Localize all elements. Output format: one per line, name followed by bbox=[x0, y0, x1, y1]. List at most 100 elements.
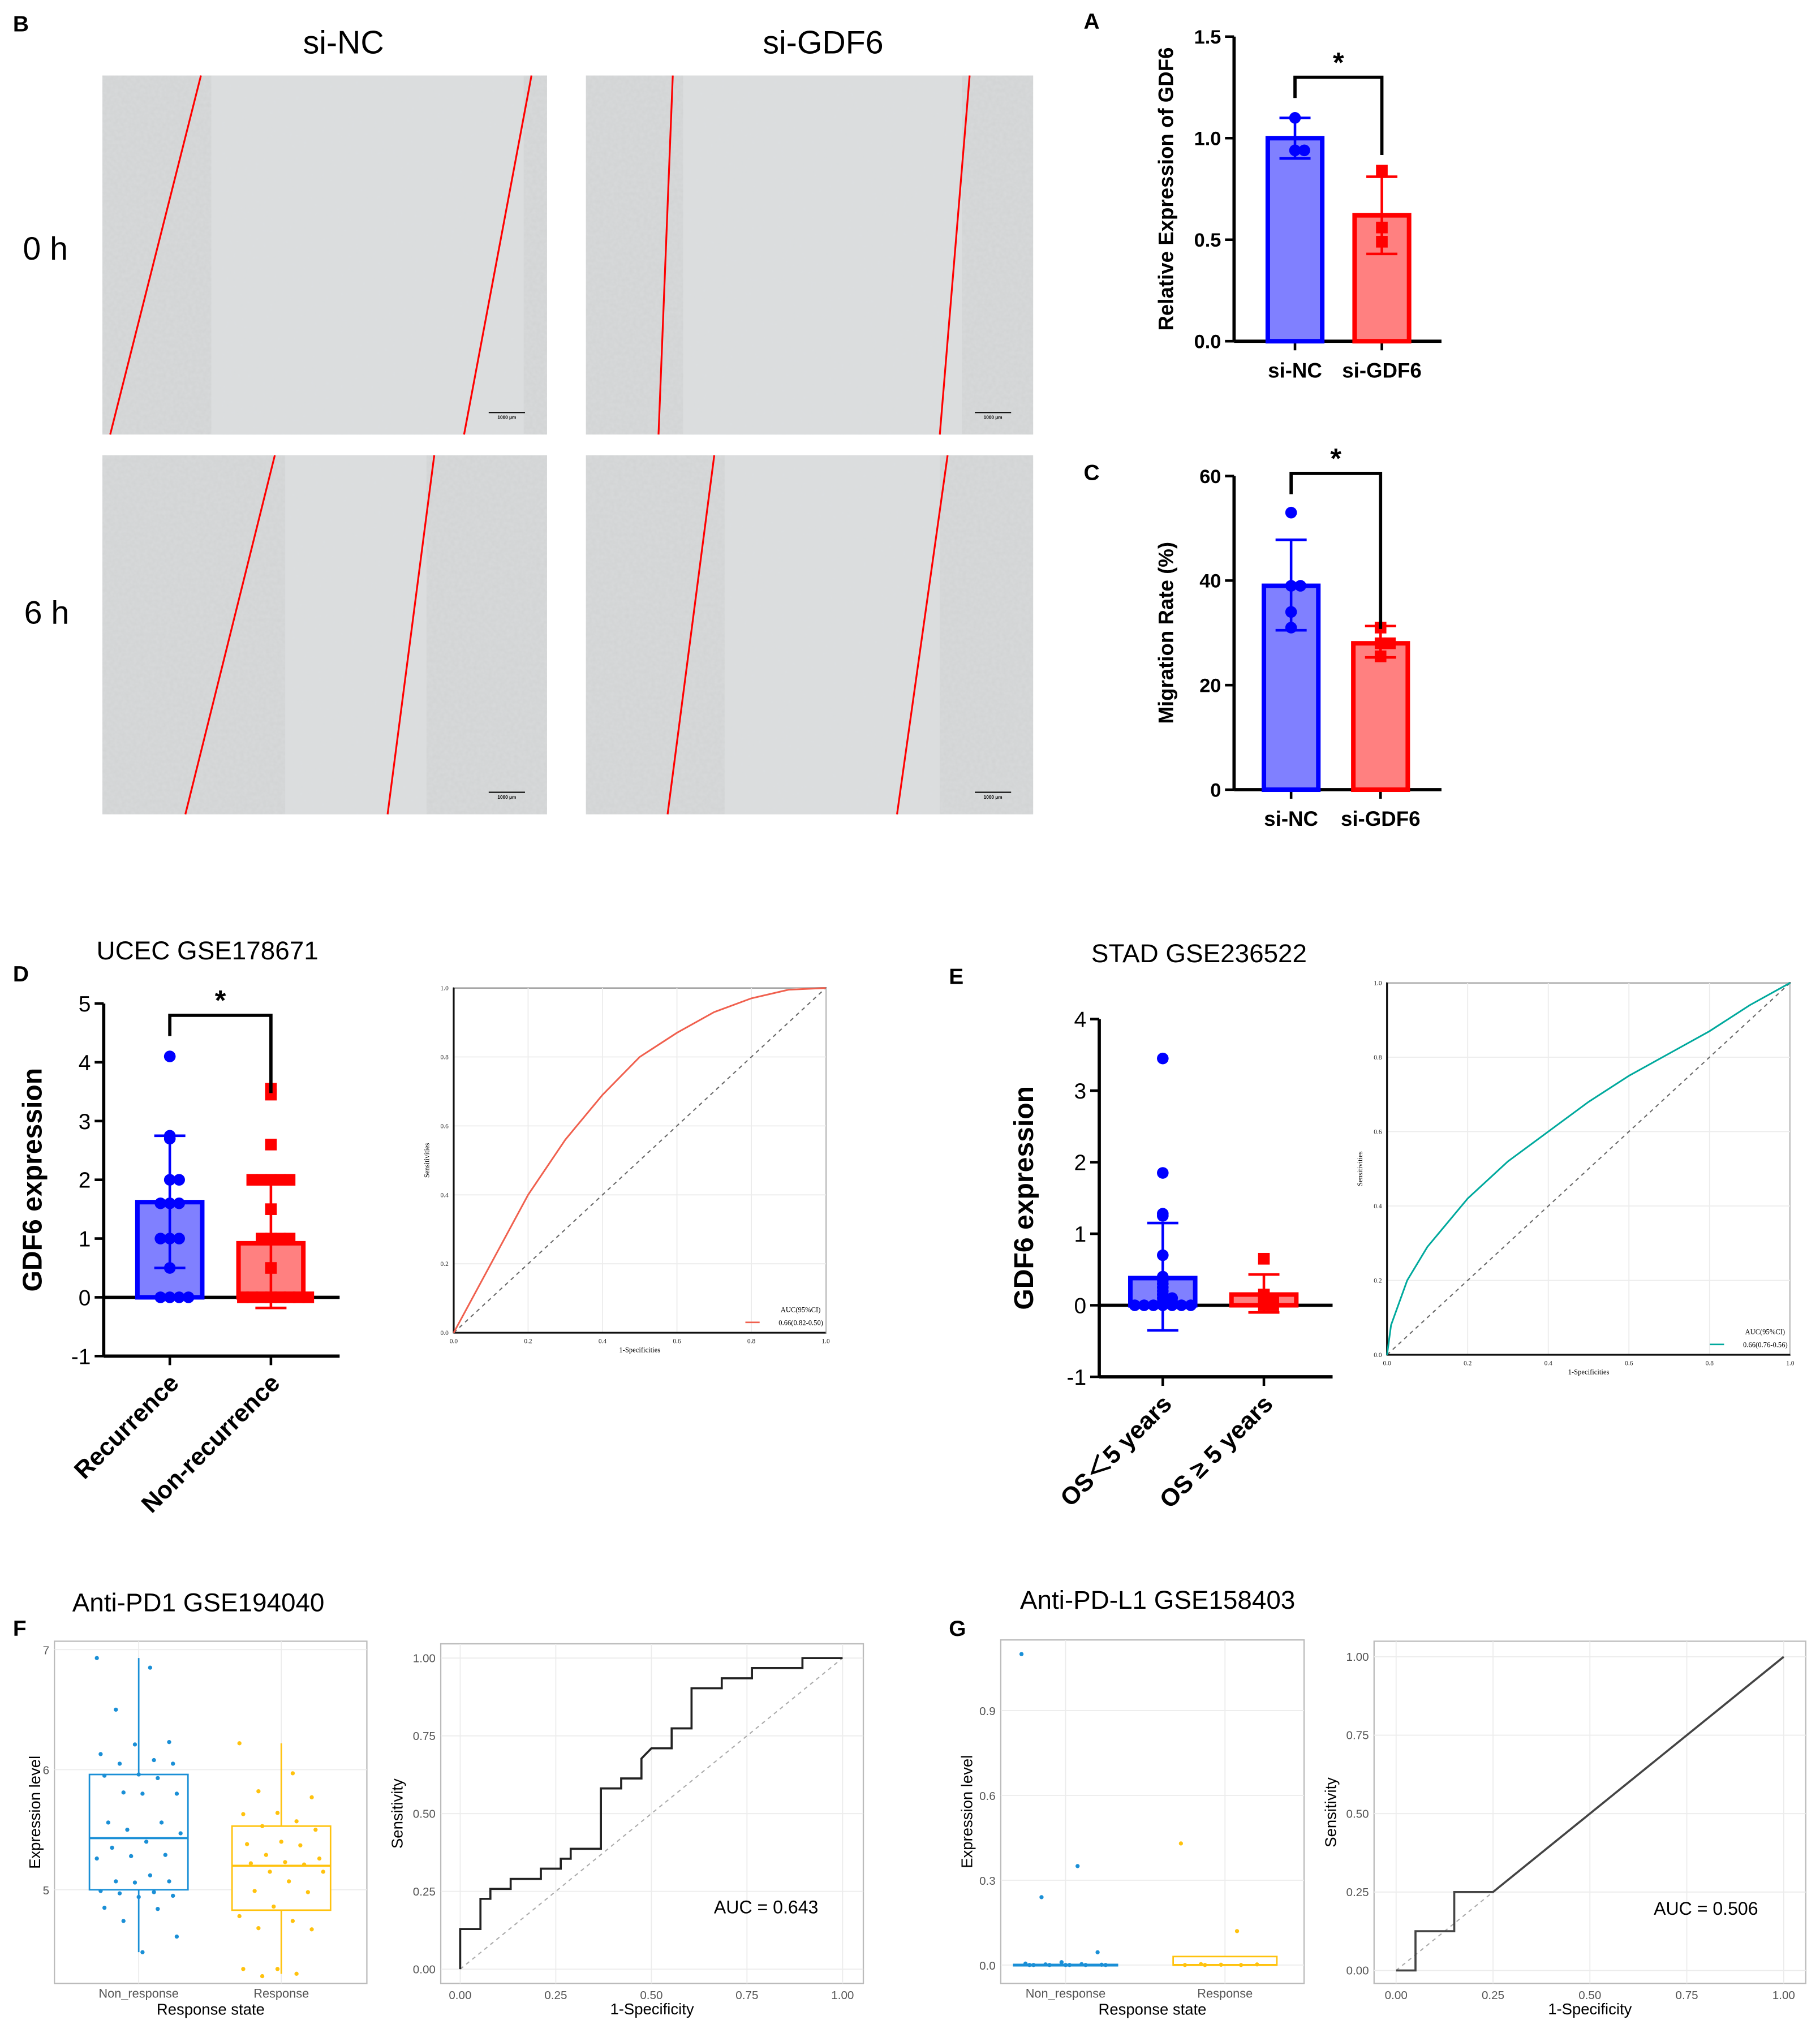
y-axis-label: Expression level bbox=[958, 1755, 975, 1868]
y-tick-label: 0.6 bbox=[979, 1790, 996, 1803]
data-point bbox=[1166, 1299, 1178, 1311]
data-point bbox=[154, 1291, 166, 1303]
data-point bbox=[265, 1203, 277, 1215]
data-point bbox=[132, 1742, 137, 1747]
data-point bbox=[1178, 1841, 1184, 1846]
data-point bbox=[121, 1790, 126, 1795]
x-tick-label: si-GDF6 bbox=[1342, 359, 1422, 382]
x-tick-label: si-NC bbox=[1264, 807, 1318, 830]
micrograph-0: 1000 μm bbox=[102, 75, 547, 435]
y-tick-label: 0.6 bbox=[440, 1123, 449, 1130]
data-point bbox=[265, 1262, 277, 1274]
data-point bbox=[265, 1233, 277, 1244]
data-point bbox=[159, 1820, 164, 1825]
y-tick-label: 0.0 bbox=[979, 1959, 996, 1972]
data-point bbox=[1374, 637, 1387, 649]
wound-gap bbox=[285, 455, 427, 815]
y-tick-label: 1 bbox=[79, 1227, 91, 1252]
data-point bbox=[1203, 1963, 1207, 1967]
data-point bbox=[102, 1905, 107, 1910]
data-point bbox=[294, 1819, 299, 1824]
data-point bbox=[283, 1860, 287, 1864]
data-point bbox=[274, 1291, 286, 1303]
significance-bracket bbox=[168, 1013, 273, 1093]
data-point bbox=[241, 1812, 246, 1816]
y-tick-label: 1.0 bbox=[1194, 128, 1221, 150]
data-point bbox=[174, 1934, 179, 1939]
y-tick-label: 0.75 bbox=[413, 1730, 436, 1743]
data-point bbox=[290, 1919, 295, 1923]
significance-bracket bbox=[1289, 472, 1383, 629]
data-point bbox=[178, 1831, 183, 1836]
data-point bbox=[302, 1862, 307, 1867]
y-axis-label: Sensitivity bbox=[389, 1778, 406, 1849]
x-tick-label: 0.2 bbox=[1464, 1360, 1472, 1367]
y-tick-label: 1 bbox=[1074, 1222, 1086, 1247]
data-point bbox=[302, 1291, 315, 1303]
data-point bbox=[132, 1880, 137, 1885]
box-1 bbox=[1172, 1956, 1278, 1966]
data-point bbox=[275, 1967, 280, 1971]
data-point bbox=[294, 1971, 299, 1976]
data-point bbox=[156, 1907, 160, 1911]
wound-edge-line bbox=[657, 75, 674, 435]
data-point bbox=[136, 1772, 141, 1777]
data-point bbox=[117, 1891, 122, 1896]
data-point bbox=[306, 1890, 310, 1894]
chart-title: UCEC GSE178671 bbox=[97, 936, 319, 965]
x-tick-label: 1.0 bbox=[1786, 1360, 1795, 1367]
data-point bbox=[275, 1811, 280, 1815]
y-tick-label: 0.5 bbox=[1194, 230, 1221, 251]
bar-1 bbox=[1351, 641, 1410, 792]
x-axis-label: 1-Specificities bbox=[1568, 1368, 1610, 1376]
data-point bbox=[136, 1894, 141, 1900]
y-tick-label: 20 bbox=[1199, 675, 1221, 697]
data-point bbox=[102, 1773, 107, 1778]
data-point bbox=[1374, 651, 1387, 662]
data-point bbox=[98, 1889, 103, 1893]
roc-curve bbox=[453, 987, 826, 1333]
wound-edge-line bbox=[939, 75, 971, 435]
data-point bbox=[1285, 606, 1297, 618]
data-point bbox=[256, 1233, 268, 1244]
data-point bbox=[1285, 506, 1297, 519]
data-point bbox=[106, 1820, 111, 1825]
data-point bbox=[256, 1174, 268, 1186]
data-point bbox=[148, 1873, 153, 1877]
data-point bbox=[1182, 1963, 1187, 1967]
roc-curve bbox=[1396, 1656, 1784, 1972]
data-point bbox=[1103, 1963, 1108, 1967]
x-axis-label: Response state bbox=[157, 2000, 265, 2018]
data-point bbox=[1019, 1652, 1024, 1656]
y-tick-label: 0 bbox=[79, 1286, 91, 1310]
data-point bbox=[182, 1291, 195, 1303]
y-axis-label: Sensitivities bbox=[423, 1143, 431, 1178]
y-tick-label: 0.25 bbox=[1346, 1886, 1369, 1899]
data-point bbox=[1095, 1950, 1100, 1955]
data-point bbox=[1043, 1962, 1048, 1967]
data-point bbox=[313, 1827, 318, 1832]
y-tick-label: 40 bbox=[1199, 571, 1221, 592]
data-point bbox=[1384, 637, 1396, 649]
y-tick-label: 3 bbox=[1074, 1079, 1086, 1104]
x-tick-label: 0.0 bbox=[1383, 1360, 1392, 1367]
y-tick-label: 0 bbox=[1210, 779, 1221, 801]
wound-edge-line bbox=[386, 455, 436, 815]
data-point bbox=[129, 1854, 134, 1859]
wound-edge-line bbox=[184, 455, 276, 815]
data-point bbox=[260, 1824, 265, 1828]
wound-gap bbox=[211, 75, 524, 435]
y-tick-label: 0.9 bbox=[979, 1705, 996, 1718]
y-tick-label: 0 bbox=[1074, 1294, 1086, 1319]
data-point bbox=[246, 1291, 259, 1303]
data-point bbox=[265, 1139, 277, 1151]
x-tick-label: 0.6 bbox=[1625, 1360, 1633, 1367]
data-point bbox=[164, 1132, 176, 1145]
y-tick-label: 0.00 bbox=[1346, 1965, 1369, 1978]
data-point bbox=[252, 1889, 257, 1893]
y-axis-label: GDF6 expression bbox=[1009, 1086, 1039, 1310]
data-point bbox=[1156, 1210, 1169, 1222]
scale-bar-label: 1000 μm bbox=[497, 415, 516, 420]
chart-D_roc: 0.00.0 0.2 0.2 0.4 0.4 0.6 0.6 0.8 0.8 1.0 1.0 1-Sp… bbox=[423, 985, 830, 1354]
data-point bbox=[94, 1656, 99, 1660]
